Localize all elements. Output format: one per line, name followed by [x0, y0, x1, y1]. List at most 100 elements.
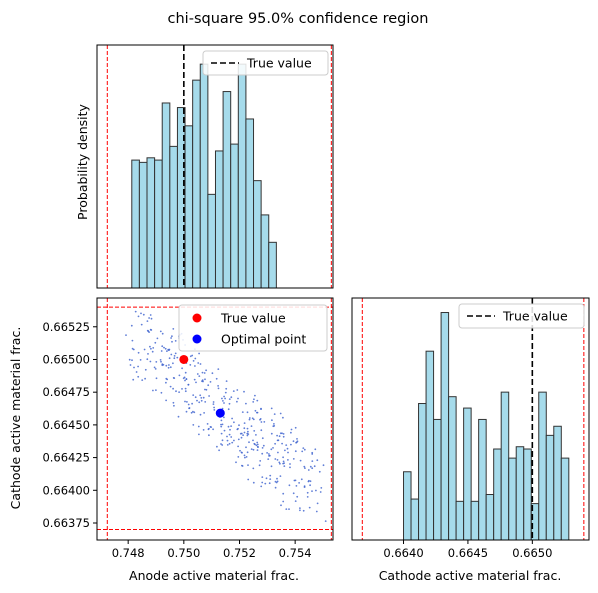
scatter-optimal-point [215, 408, 225, 418]
cathode-histogram-xtick-label: 0.6650 [512, 546, 552, 560]
scatter-sample-point [268, 453, 270, 455]
scatter-sample-point [279, 412, 282, 415]
anode-histogram-bar [245, 118, 255, 289]
scatter-sample-point [225, 387, 228, 390]
anode-histogram-bar [214, 150, 224, 289]
scatter-sample-point [245, 402, 247, 405]
scatter-sample-point [196, 399, 198, 402]
scatter-sample-point [217, 385, 220, 387]
scatter-sample-point [316, 459, 319, 462]
scatter-sample-point [135, 371, 138, 373]
scatter-sample-point [148, 317, 151, 319]
scatter-sample-point [221, 423, 224, 426]
cathode-histogram-bar [538, 391, 547, 541]
scatter-sample-point [253, 442, 256, 445]
scatter-sample-point [203, 412, 206, 414]
scatter-legend-true-label: True value [220, 311, 286, 326]
scatter-sample-point [237, 456, 240, 458]
scatter-sample-point [197, 362, 200, 364]
scatter-xtick-label: 0.748 [112, 546, 145, 560]
scatter-sample-point [278, 461, 281, 464]
scatter-sample-point [173, 355, 176, 357]
scatter-sample-point [275, 481, 278, 484]
anode-histogram-bar [268, 241, 277, 289]
scatter-sample-point [125, 334, 127, 336]
scatter-sample-point [287, 459, 289, 461]
scatter-sample-point [273, 423, 275, 425]
scatter-sample-point [250, 448, 253, 450]
scatter-sample-point [253, 398, 255, 401]
anode-histogram-legend-box [202, 50, 329, 76]
scatter-sample-point [279, 475, 282, 477]
scatter-sample-point [311, 451, 314, 454]
scatter-sample-point [274, 486, 277, 489]
scatter-sample-point [260, 485, 263, 488]
cathode-histogram-bar [425, 350, 435, 541]
scatter-panel: 0.748 0.750 0.752 0.754 0.66375 0.66400 0.6642… [42, 297, 334, 560]
anode-histogram-bar [176, 107, 186, 289]
scatter-sample-point [212, 428, 215, 431]
scatter-sample-point [225, 380, 228, 382]
scatter-sample-point [254, 409, 257, 412]
scatter-sample-point [241, 465, 244, 467]
scatter-sample-point [215, 377, 218, 380]
cathode-histogram-bar [560, 457, 570, 541]
scatter-sample-point [233, 439, 235, 442]
scatter-sample-point [152, 347, 155, 349]
scatter-sample-point [200, 397, 203, 399]
scatter-ytick-label: 0.66375 [42, 516, 90, 530]
scatter-sample-point [289, 463, 291, 465]
scatter-sample-point [150, 347, 152, 350]
scatter-sample-point [261, 476, 264, 478]
scatter-ytick-label: 0.66425 [42, 451, 90, 465]
scatter-frame [96, 297, 334, 541]
scatter-sample-point [237, 397, 239, 400]
scatter-sample-point [207, 384, 210, 387]
scatter-sample-point [223, 416, 225, 419]
scatter-sample-point [300, 478, 303, 481]
cathode-histogram-legend-label: True value [502, 309, 568, 324]
anode-histogram-bar [199, 63, 209, 289]
scatter-sample-point [220, 425, 223, 428]
scatter-sample-point [237, 445, 240, 448]
scatter-sample-point [171, 340, 173, 343]
anode-histogram-bar [253, 180, 262, 289]
cathode-histogram-bar [448, 396, 457, 541]
anode-histogram-bar [222, 91, 232, 289]
scatter-legend-box [178, 304, 328, 352]
scatter-sample-point [247, 430, 249, 433]
scatter-sample-point [143, 348, 146, 351]
scatter-sample-point [227, 408, 230, 411]
scatter-sample-point [206, 423, 209, 425]
scatter-sample-point [319, 491, 322, 493]
scatter-sample-point [279, 462, 281, 465]
scatter-sample-point [167, 348, 170, 351]
scatter-sample-point [228, 442, 231, 445]
scatter-sample-point [252, 401, 255, 403]
scatter-sample-point [238, 424, 240, 427]
scatter-sample-point [202, 429, 205, 431]
scatter-sample-point [212, 401, 215, 403]
scatter-sample-point [173, 404, 175, 407]
scatter-sample-point [205, 369, 208, 372]
scatter-sample-point [240, 436, 243, 439]
scatter-sample-point [260, 429, 263, 432]
anode-histogram-bar [161, 102, 171, 289]
scatter-sample-point [307, 469, 310, 471]
scatter-sample-point [155, 377, 158, 380]
cathode-histogram-bar [455, 500, 465, 541]
cathode-histogram-bar [478, 418, 487, 541]
scatter-sample-point [252, 481, 255, 484]
scatter-sample-point [192, 410, 194, 413]
scatter-sample-point [306, 491, 309, 494]
scatter-sample-point [259, 460, 262, 462]
scatter-sample-point [290, 431, 292, 434]
scatter-sample-point [309, 484, 311, 487]
cathode-histogram-bar [440, 312, 450, 541]
cathode-histogram-bar [500, 391, 510, 541]
scatter-sample-point [146, 320, 149, 322]
scatter-sample-point [220, 423, 222, 426]
scatter-sample-point [209, 381, 212, 383]
scatter-sample-point [155, 361, 158, 363]
scatter-sample-point [246, 427, 249, 430]
